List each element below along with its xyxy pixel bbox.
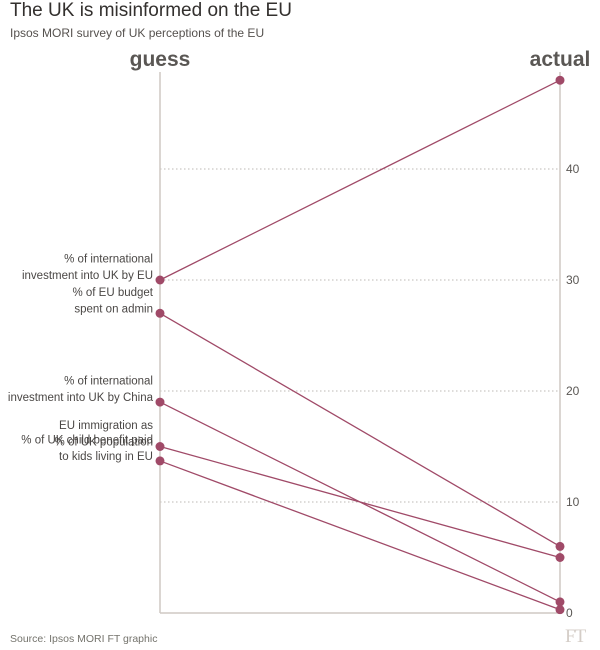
series-line-4 bbox=[159, 445, 561, 559]
ft-logo: FT bbox=[565, 626, 586, 647]
category-label-4-line-1: EU immigration as bbox=[59, 420, 153, 432]
actual-point-3 bbox=[555, 597, 565, 607]
series-line-5 bbox=[159, 460, 561, 611]
category-labels: % of international investment into UK by … bbox=[8, 254, 154, 463]
source-note: Source: Ipsos MORI FT graphic bbox=[10, 633, 158, 645]
guess-point-2 bbox=[155, 308, 165, 318]
category-label-3-line-1: % of international bbox=[64, 376, 153, 388]
y-tick-label-30: 30 bbox=[566, 273, 580, 287]
category-label-1-line-2: investment into UK by EU bbox=[22, 270, 153, 282]
chart-title: The UK is misinformed on the EU bbox=[10, 0, 292, 21]
y-tick-label-0: 0 bbox=[566, 606, 573, 620]
guess-column-heading: guess bbox=[130, 48, 191, 71]
guess-point-1 bbox=[155, 275, 165, 285]
guess-point-4 bbox=[155, 442, 165, 451]
y-tick-label-20: 20 bbox=[566, 384, 580, 398]
gridlines bbox=[160, 168, 560, 503]
actual-point-5 bbox=[555, 605, 565, 615]
actual-point-4 bbox=[555, 553, 565, 562]
series-line-2 bbox=[159, 312, 561, 547]
y-tick-label-10: 10 bbox=[566, 495, 580, 509]
category-label-1-line-1: % of international bbox=[64, 254, 153, 266]
chart-subtitle: Ipsos MORI survey of UK perceptions of t… bbox=[10, 26, 265, 40]
category-label-2-line-1: % of EU budget bbox=[72, 287, 153, 299]
category-label-4-line-2: % of UK population bbox=[55, 437, 153, 449]
guess-point-3 bbox=[155, 397, 165, 407]
category-label-5-line-2: to kids living in EU bbox=[59, 451, 153, 463]
category-label-2-line-2: spent on admin bbox=[74, 303, 153, 315]
y-tick-label-40: 40 bbox=[566, 162, 580, 176]
y-tick-labels: 0 10 20 30 40 bbox=[566, 162, 580, 620]
actual-column-heading: actual bbox=[530, 48, 591, 71]
guess-point-5 bbox=[155, 456, 165, 466]
category-label-5-line-1: % of UK child benefit paid bbox=[21, 434, 153, 446]
actual-point-2 bbox=[555, 541, 565, 551]
actual-point-1 bbox=[555, 75, 565, 85]
category-label-3-line-2: investment into UK by China bbox=[8, 392, 154, 404]
series-lines bbox=[155, 75, 565, 615]
series-line-1 bbox=[159, 79, 561, 281]
